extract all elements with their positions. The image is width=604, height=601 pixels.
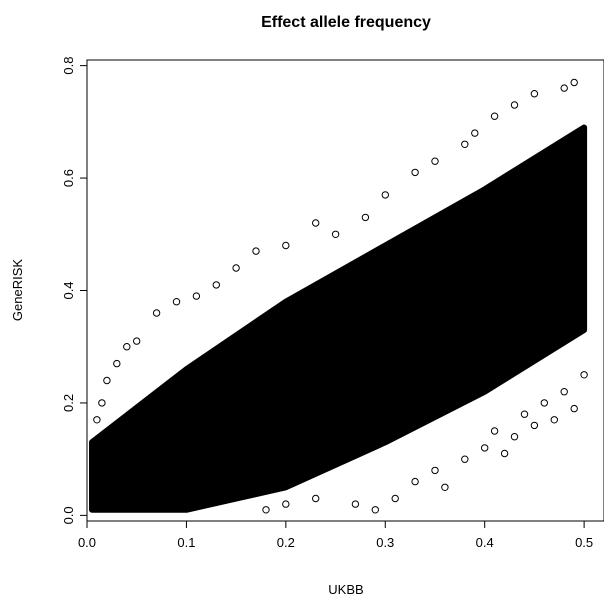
- data-point: [133, 337, 141, 345]
- data-point: [123, 343, 131, 351]
- data-point: [103, 376, 111, 385]
- data-point: [461, 455, 469, 463]
- x-tick-label: 0.1: [177, 535, 195, 550]
- data-point: [113, 359, 121, 368]
- x-tick-label: 0.3: [376, 535, 394, 550]
- data-point: [520, 410, 529, 418]
- y-tick-label: 0.0: [61, 506, 76, 524]
- data-point: [530, 421, 539, 430]
- data-point: [540, 399, 548, 407]
- x-axis-label: UKBB: [328, 582, 363, 597]
- data-point: [500, 449, 509, 458]
- data-point: [192, 292, 201, 300]
- y-tick-label: 0.2: [61, 394, 76, 412]
- data-point: [490, 112, 499, 120]
- data-point: [570, 404, 578, 413]
- data-point: [351, 500, 360, 508]
- dense-point-band: [89, 124, 588, 513]
- data-point: [441, 483, 449, 491]
- data-point: [282, 241, 290, 250]
- data-point: [172, 298, 181, 306]
- points-layer: [93, 78, 588, 514]
- data-point: [570, 78, 578, 87]
- x-tick-label: 0.4: [476, 535, 494, 550]
- data-point: [510, 101, 519, 109]
- data-point: [371, 506, 379, 514]
- data-point: [510, 433, 519, 441]
- y-tick-label: 0.4: [61, 281, 76, 299]
- y-tick-label: 0.6: [61, 169, 76, 187]
- data-point: [490, 427, 499, 435]
- data-point: [212, 281, 221, 289]
- data-point: [93, 416, 101, 424]
- data-point: [312, 219, 320, 227]
- y-axis: 0.0 0.2 0.4 0.6 0.8: [61, 57, 87, 524]
- data-point: [381, 191, 389, 199]
- x-tick-label: 0.5: [575, 535, 593, 550]
- data-point: [262, 506, 270, 514]
- data-point: [471, 129, 479, 137]
- data-point: [252, 247, 260, 255]
- data-point: [481, 444, 489, 452]
- data-point: [98, 399, 106, 407]
- plot-frame: [86, 59, 604, 522]
- data-point: [152, 309, 161, 317]
- data-point: [361, 213, 370, 222]
- data-point: [431, 157, 439, 165]
- data-point: [530, 90, 539, 98]
- data-point: [431, 466, 439, 475]
- data-point: [411, 477, 419, 486]
- dense-band-region: [89, 124, 588, 513]
- y-tick-label: 0.8: [61, 57, 76, 75]
- x-axis: 0.0 0.1 0.2 0.3 0.4 0.5: [78, 521, 593, 550]
- data-point: [550, 416, 558, 424]
- data-point: [232, 264, 240, 272]
- data-point: [580, 371, 588, 379]
- x-tick-label: 0.0: [78, 535, 96, 550]
- data-point: [391, 494, 399, 503]
- data-point: [282, 500, 290, 508]
- data-point: [331, 230, 340, 239]
- chart-title: Effect allele frequency: [261, 14, 431, 31]
- data-point: [560, 388, 568, 396]
- y-axis-label: GeneRISK: [10, 259, 25, 321]
- data-point: [461, 140, 469, 149]
- data-point: [560, 84, 568, 92]
- x-tick-label: 0.2: [277, 535, 295, 550]
- data-point: [312, 494, 320, 503]
- data-point: [411, 168, 419, 177]
